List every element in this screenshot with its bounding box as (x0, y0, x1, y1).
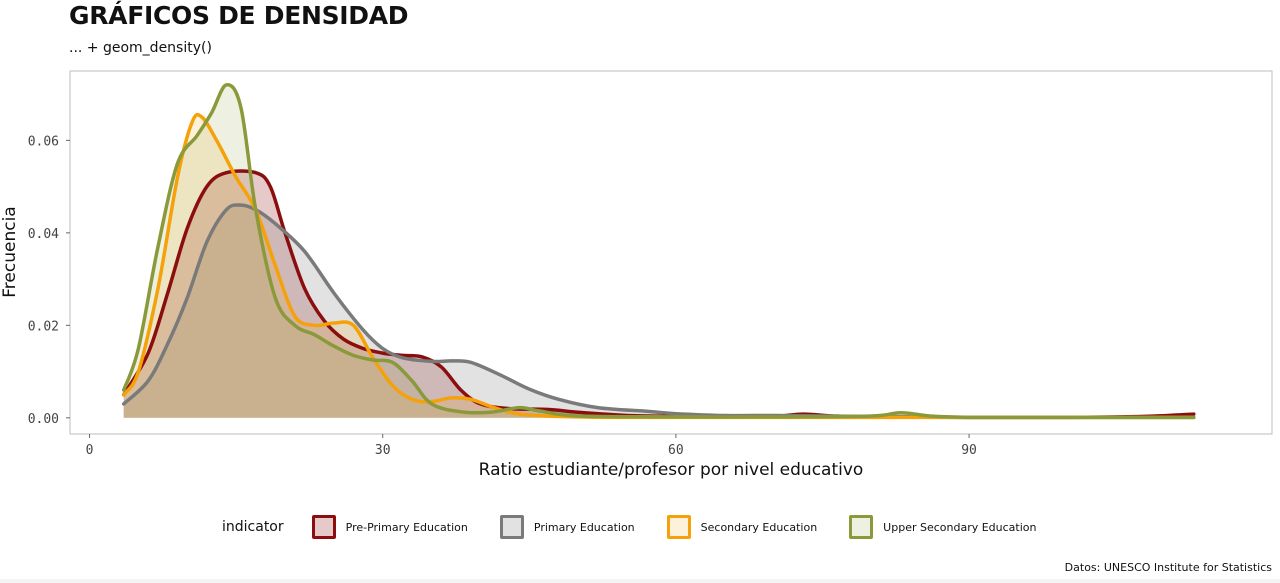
axis-layer: 0 30 60 90 0.00 0.02 0.04 0.06 (28, 134, 977, 458)
legend-key-secondary (666, 515, 691, 539)
data-source-caption: Datos: UNESCO Institute for Statistics (1064, 561, 1272, 574)
legend-label-pre-primary: Pre-Primary Education (345, 520, 468, 534)
chart-subtitle: ... + geom_density() (69, 40, 212, 56)
legend-item-upper-secondary: Upper Secondary Education (849, 515, 1037, 539)
density-area-primary (123, 204, 1194, 418)
series-layer (121, 83, 1196, 420)
legend-label-secondary: Secondary Education (700, 520, 818, 534)
y-tick-label: 0.06 (28, 134, 59, 149)
x-tick-label: 0 (86, 443, 94, 458)
x-tick-label: 60 (668, 443, 684, 458)
legend-item-secondary: Secondary Education (666, 515, 818, 539)
legend-key-pre-primary (311, 515, 336, 539)
y-tick-label: 0.00 (28, 412, 59, 427)
density-line-secondary (121, 112, 1196, 420)
legend-item-primary: Primary Education (499, 515, 635, 539)
y-tick-label: 0.02 (28, 319, 59, 334)
density-area-pre-primary (123, 170, 1194, 418)
legend-title: indicator (222, 519, 284, 535)
legend-label-upper-secondary: Upper Secondary Education (883, 520, 1037, 534)
chart-title: GRÁFICOS DE DENSIDAD (69, 1, 409, 30)
y-axis-title: Frecuencia (0, 206, 20, 297)
x-tick-label: 30 (375, 443, 391, 458)
bottom-strip (0, 579, 1280, 583)
legend: indicator Pre-Primary Education Primary … (222, 512, 1069, 542)
x-axis-title: Ratio estudiante/profesor por nivel educ… (479, 460, 864, 480)
density-area-upper-secondary (123, 84, 1194, 418)
density-area-secondary (123, 114, 1194, 418)
legend-item-pre-primary: Pre-Primary Education (311, 515, 468, 539)
legend-key-upper-secondary (849, 515, 874, 539)
x-tick-label: 90 (961, 443, 977, 458)
density-chart: 0 30 60 90 0.00 0.02 0.04 0.06 Ratio estudiante… (0, 70, 1273, 480)
y-tick-label: 0.04 (28, 227, 59, 242)
legend-key-primary (499, 515, 524, 539)
legend-label-primary: Primary Education (533, 520, 635, 534)
density-line-upper-secondary (121, 83, 1196, 420)
